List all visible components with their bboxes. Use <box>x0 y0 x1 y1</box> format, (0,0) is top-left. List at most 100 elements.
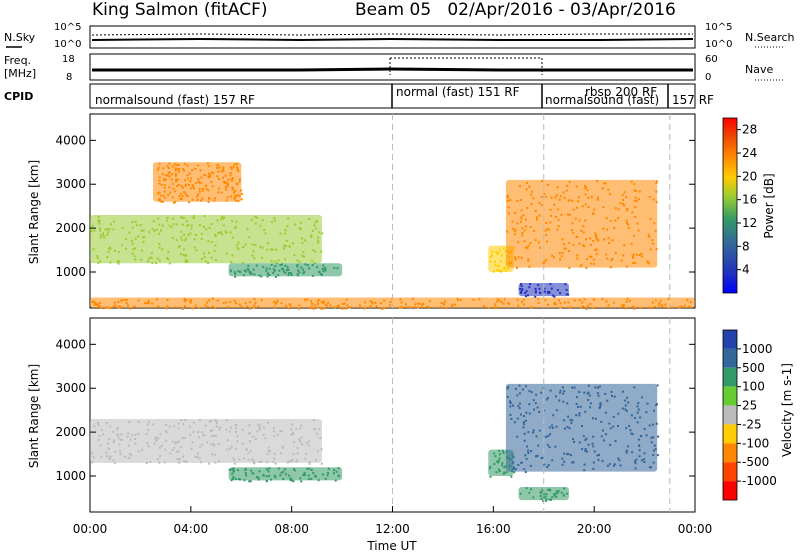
echo-pixel <box>607 304 610 307</box>
echo-pixel <box>383 307 386 310</box>
echo-pixel <box>207 261 210 264</box>
echo-pixel <box>162 194 165 197</box>
echo-pixel <box>288 245 291 248</box>
echo-pixel <box>131 252 134 255</box>
echo-pixel <box>298 304 301 307</box>
echo-pixel <box>512 461 515 464</box>
echo-pixel <box>258 427 261 430</box>
echo-pixel <box>332 472 335 475</box>
echo-pixel <box>583 245 586 248</box>
echo-pixel <box>322 264 325 267</box>
colorbar-block <box>723 443 737 463</box>
echo-pixel <box>225 252 228 255</box>
echo-pixel <box>617 412 620 415</box>
echo-pixel <box>168 224 171 227</box>
echo-pixel <box>511 220 514 223</box>
echo-pixel <box>139 223 142 226</box>
echo-pixel <box>596 238 599 241</box>
echo-pixel <box>189 425 192 428</box>
echo-pixel <box>97 215 100 218</box>
echo-pixel <box>107 231 110 234</box>
echo-pixel <box>606 464 609 467</box>
echo-pixel <box>283 247 286 250</box>
echo-pixel <box>528 185 531 188</box>
echo-pixel <box>634 206 637 209</box>
echo-pixel <box>266 248 269 251</box>
y-tick-label: 4000 <box>55 337 86 351</box>
echo-pixel <box>525 487 528 490</box>
echo-pixel <box>510 417 513 420</box>
echo-pixel <box>622 198 625 201</box>
echo-pixel <box>168 171 171 174</box>
echo-pixel <box>639 416 642 419</box>
echo-pixel <box>178 458 181 461</box>
echo-pixel <box>225 199 228 202</box>
echo-pixel <box>652 461 655 464</box>
echo-pixel <box>664 303 667 306</box>
echo-pixel <box>268 267 271 270</box>
echo-pixel <box>204 304 207 307</box>
echo-pixel <box>277 274 280 277</box>
echo-pixel <box>244 302 247 305</box>
echo-pixel <box>252 250 255 253</box>
echo-pixel <box>287 268 290 271</box>
echo-pixel <box>218 187 221 190</box>
echo-pixel <box>302 251 305 254</box>
echo-pixel <box>504 269 507 272</box>
echo-pixel <box>103 236 106 239</box>
echo-pixel <box>601 297 604 300</box>
echo-pixel <box>509 400 512 403</box>
echo-pixel <box>251 243 254 246</box>
echo-pixel <box>239 271 242 274</box>
echo-pixel <box>312 249 315 252</box>
echo-pixel <box>129 452 132 455</box>
echo-pixel <box>265 468 268 471</box>
echo-pixel <box>215 425 218 428</box>
echo-pixel <box>320 250 323 253</box>
echo-pixel <box>180 236 183 239</box>
echo-pixel <box>186 177 189 180</box>
echo-pixel <box>520 215 523 218</box>
echo-pixel <box>532 431 535 434</box>
echo-pixel <box>554 196 557 199</box>
echo-pixel <box>257 476 260 479</box>
echo-pixel <box>231 472 234 475</box>
echo-pixel <box>311 274 314 277</box>
echo-pixel <box>371 302 374 305</box>
echo-pixel <box>309 307 312 310</box>
echo-pixel <box>546 488 549 491</box>
echo-pixel <box>498 470 501 473</box>
echo-pixel <box>579 265 582 268</box>
echo-pixel <box>322 270 325 273</box>
echo-pixel <box>254 244 257 247</box>
echo-pixel <box>244 243 247 246</box>
echo-pixel <box>522 298 525 301</box>
echo-pixel <box>177 246 180 249</box>
echo-pixel <box>495 250 498 253</box>
echo-pixel <box>181 437 184 440</box>
echo-pixel <box>317 302 320 305</box>
echo-pixel <box>231 236 234 239</box>
echo-pixel <box>150 251 153 254</box>
echo-pixel <box>501 464 504 467</box>
echo-pixel <box>266 275 269 278</box>
echo-pixel <box>363 307 366 310</box>
echo-pixel <box>171 173 174 176</box>
echo-pixel <box>592 262 595 265</box>
echo-pixel <box>97 423 100 426</box>
echo-pixel <box>125 247 128 250</box>
echo-pixel <box>522 423 525 426</box>
echo-pixel <box>633 416 636 419</box>
echo-pixel <box>295 427 298 430</box>
echo-pixel <box>529 226 532 229</box>
echo-pixel <box>225 181 228 184</box>
echo-pixel <box>186 174 189 177</box>
echo-pixel <box>503 466 506 469</box>
colorbar-block <box>723 367 737 387</box>
echo-pixel <box>166 305 169 308</box>
echo-pixel <box>563 247 566 250</box>
echo-pixel <box>296 274 299 277</box>
echo-pixel <box>237 168 240 171</box>
